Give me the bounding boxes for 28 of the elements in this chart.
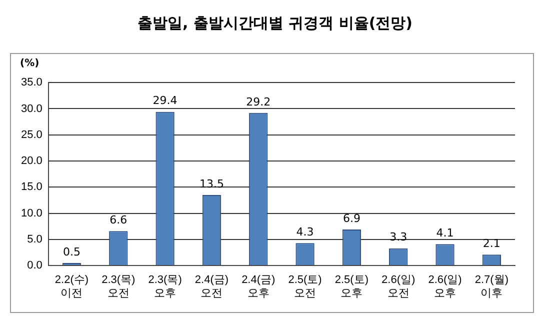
y-tick-label: 0.0: [27, 260, 42, 272]
x-tick-label: 2.4(금) 오후: [242, 274, 276, 300]
x-tick-label: 2.2(수) 이전: [54, 274, 89, 300]
x-tick-label: 2.3(목) 오후: [148, 274, 182, 300]
x-tick-label: 2.5(토) 오전: [288, 274, 322, 300]
y-tick-label: 25.0: [20, 128, 42, 141]
data-label: 0.5: [62, 245, 80, 258]
data-label: 4.3: [296, 225, 314, 238]
y-tick-label: 20.0: [20, 155, 42, 168]
x-tick-label: 2.3(목) 오전: [102, 274, 136, 300]
data-label: 2.1: [482, 236, 500, 250]
x-tick-label: 2.7(월) 이후: [474, 274, 508, 300]
y-tick-label: 5.0: [27, 233, 42, 246]
x-tick-label: 2.6(일) 오전: [382, 274, 416, 300]
chart-title: 출발일, 출발시간대별 귀경객 비율(전망): [136, 14, 414, 33]
data-label: 29.4: [152, 94, 178, 108]
x-tick-label: 2.4(금) 오전: [194, 274, 229, 300]
data-label: 6.6: [110, 213, 128, 226]
x-tick-label: 2.5(토) 오후: [334, 274, 369, 300]
y-tick-label: 15.0: [20, 181, 42, 194]
data-label: 4.1: [436, 226, 454, 240]
data-label: 29.2: [246, 95, 271, 108]
x-tick-label: 2.6(일) 오후: [428, 274, 462, 300]
y-tick-label: 10.0: [20, 207, 42, 220]
y-tick-label: 35.0: [20, 76, 42, 89]
y-tick-label: 30.0: [20, 102, 42, 115]
data-label: 6.9: [342, 212, 360, 225]
y-axis-title: (%): [20, 58, 40, 69]
